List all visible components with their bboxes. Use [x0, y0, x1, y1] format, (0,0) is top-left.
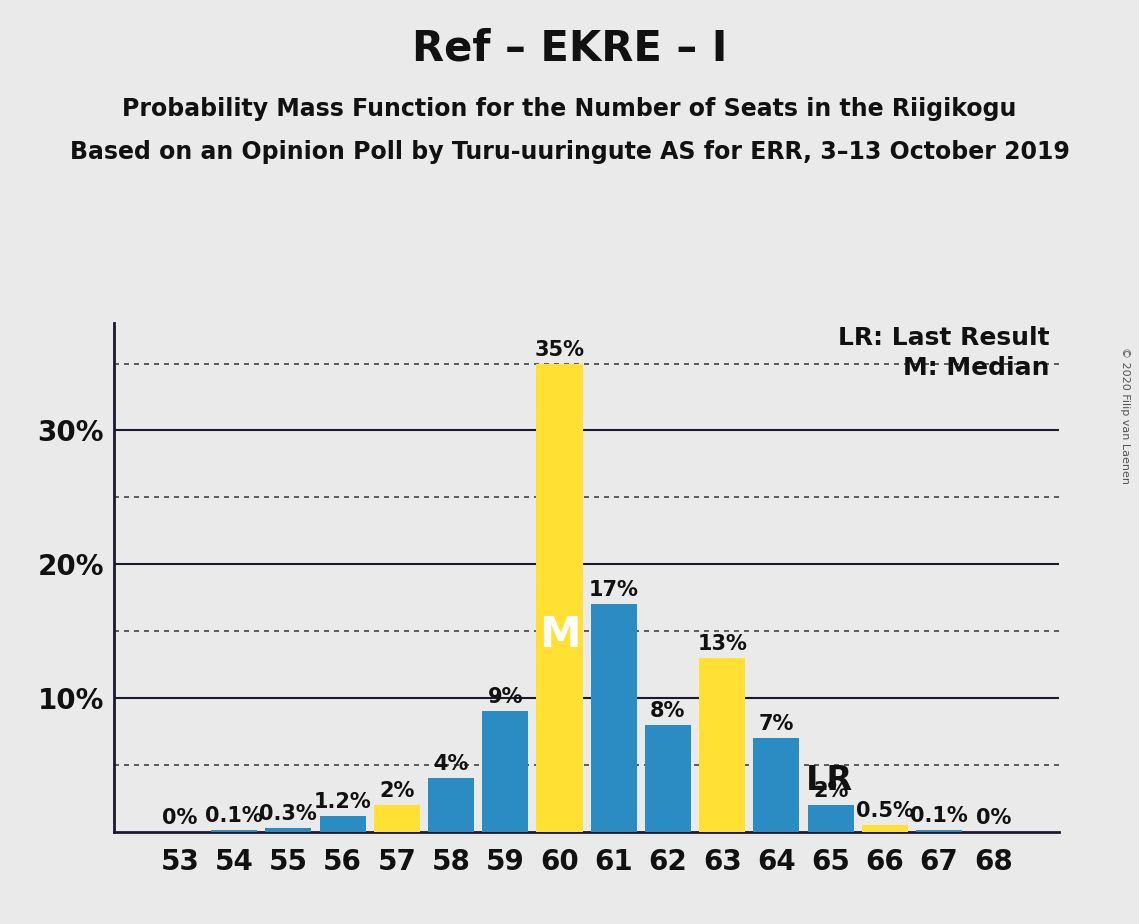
Text: 1.2%: 1.2%	[313, 792, 371, 811]
Text: LR: Last Result: LR: Last Result	[838, 326, 1050, 350]
Bar	[862, 825, 908, 832]
Text: LR: LR	[806, 763, 853, 796]
Text: 0%: 0%	[976, 808, 1011, 828]
Bar	[916, 831, 962, 832]
Bar	[699, 658, 745, 832]
Text: 0%: 0%	[162, 808, 197, 828]
Text: 2%: 2%	[379, 781, 415, 801]
Bar	[482, 711, 528, 832]
Bar	[753, 738, 800, 832]
Text: Based on an Opinion Poll by Turu-uuringute AS for ERR, 3–13 October 2019: Based on an Opinion Poll by Turu-uuringu…	[69, 140, 1070, 164]
Text: M: Median: M: Median	[903, 357, 1050, 381]
Text: Ref – EKRE – I: Ref – EKRE – I	[412, 28, 727, 69]
Bar	[211, 831, 257, 832]
Bar	[374, 805, 420, 832]
Bar	[428, 778, 474, 832]
Text: Probability Mass Function for the Number of Seats in the Riigikogu: Probability Mass Function for the Number…	[122, 97, 1017, 121]
Text: 0.5%: 0.5%	[855, 801, 913, 821]
Text: 17%: 17%	[589, 580, 639, 601]
Text: 8%: 8%	[650, 700, 686, 721]
Bar	[645, 724, 691, 832]
Text: 7%: 7%	[759, 714, 794, 734]
Bar	[320, 816, 366, 832]
Bar	[536, 363, 582, 832]
Text: 9%: 9%	[487, 687, 523, 707]
Text: 4%: 4%	[433, 754, 469, 774]
Text: 35%: 35%	[534, 339, 584, 359]
Text: 0.1%: 0.1%	[910, 807, 968, 826]
Bar	[265, 828, 311, 832]
Text: © 2020 Filip van Laenen: © 2020 Filip van Laenen	[1120, 347, 1130, 484]
Bar	[591, 604, 637, 832]
Bar	[808, 805, 853, 832]
Text: 13%: 13%	[697, 634, 747, 654]
Text: 0.1%: 0.1%	[205, 807, 263, 826]
Text: 2%: 2%	[813, 781, 849, 801]
Text: M: M	[539, 614, 580, 656]
Text: 0.3%: 0.3%	[260, 804, 318, 823]
